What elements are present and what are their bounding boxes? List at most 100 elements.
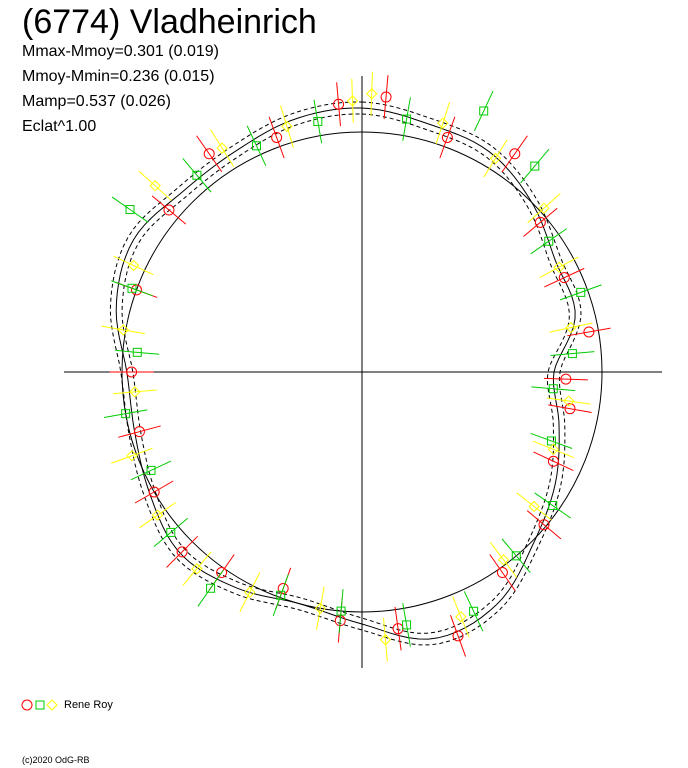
error-bar xyxy=(501,538,531,574)
data-point-diamond xyxy=(553,261,565,273)
data-point-diamond xyxy=(127,259,140,272)
data-point-square xyxy=(127,283,137,293)
data-point-circle xyxy=(130,284,142,296)
error-bar xyxy=(549,322,593,333)
error-bar xyxy=(210,129,235,168)
data-point-circle xyxy=(560,373,572,385)
error-bar xyxy=(336,82,341,127)
error-bar xyxy=(483,139,508,178)
error-bar xyxy=(550,351,595,357)
data-point-diamond xyxy=(547,443,560,456)
data-point-square xyxy=(192,170,202,180)
data-point-diamond xyxy=(455,611,467,623)
data-point-circle xyxy=(163,204,175,216)
error-bar xyxy=(153,517,188,547)
data-point-circle xyxy=(441,131,453,143)
error-bar xyxy=(531,386,576,392)
error-bar xyxy=(316,586,325,631)
error-bar xyxy=(111,196,149,223)
data-point-diamond xyxy=(216,142,228,154)
data-point-circle xyxy=(547,455,559,467)
error-bar xyxy=(439,116,456,159)
data-point-diamond xyxy=(563,395,575,407)
data-point-square xyxy=(544,236,554,246)
error-bar xyxy=(112,389,157,395)
error-bar xyxy=(182,158,212,193)
error-bar xyxy=(370,71,373,116)
error-bar xyxy=(280,105,294,148)
error-bar xyxy=(489,554,516,591)
error-bar xyxy=(239,572,261,613)
error-bar xyxy=(115,349,160,355)
data-point-diamond xyxy=(379,634,392,646)
data-point-square xyxy=(511,551,521,561)
error-bar xyxy=(139,502,176,529)
data-point-circle xyxy=(558,272,570,284)
legend-square-icon xyxy=(35,700,45,710)
error-bar xyxy=(103,409,148,418)
error-bar xyxy=(452,596,470,638)
error-bar xyxy=(548,404,592,413)
data-point-diamond xyxy=(244,586,256,598)
error-bar xyxy=(530,228,568,255)
data-point-diamond xyxy=(314,602,327,615)
error-bar xyxy=(111,447,153,464)
error-bar xyxy=(532,440,574,459)
error-bar xyxy=(134,480,174,504)
data-point-square xyxy=(121,409,131,419)
error-bar xyxy=(151,195,187,225)
error-bar xyxy=(533,451,574,472)
data-point-circle xyxy=(277,583,289,595)
error-bar xyxy=(118,425,161,438)
error-bar xyxy=(501,135,528,173)
error-bar xyxy=(351,78,354,123)
error-bar xyxy=(520,148,550,184)
error-bar xyxy=(530,432,573,449)
error-bar xyxy=(268,116,285,159)
data-point-square xyxy=(402,114,412,124)
data-point-circle xyxy=(538,519,550,531)
data-point-circle xyxy=(133,426,145,438)
data-point-square xyxy=(548,501,558,511)
curve-mean xyxy=(115,107,576,640)
error-bar xyxy=(527,193,561,224)
data-point-circle xyxy=(176,546,188,558)
error-bar xyxy=(435,102,451,145)
data-point-square xyxy=(469,606,479,616)
error-bar xyxy=(383,617,388,662)
data-point-circle xyxy=(216,567,228,579)
data-point-square xyxy=(166,527,176,537)
error-bar xyxy=(516,492,552,521)
copyright-text: (c)2020 OdG-RB xyxy=(22,755,90,765)
data-point-diamond xyxy=(126,450,138,462)
stat-eclat: Eclat^1.00 xyxy=(22,118,97,135)
error-bar xyxy=(394,606,402,651)
data-point-diamond xyxy=(191,563,203,575)
data-point-circle xyxy=(271,131,283,143)
data-point-circle xyxy=(148,486,160,498)
error-bar xyxy=(567,327,611,337)
data-point-square xyxy=(548,384,558,394)
data-point-circle xyxy=(496,567,508,579)
data-point-square xyxy=(546,436,556,446)
data-point-circle xyxy=(564,403,576,415)
data-point-diamond xyxy=(366,88,378,100)
error-bar xyxy=(313,99,323,144)
data-point-square xyxy=(479,106,489,116)
stat-mamp: Mamp=0.537 (0.026) xyxy=(22,93,171,110)
data-point-square xyxy=(125,205,135,215)
error-bar xyxy=(402,97,411,141)
data-point-diamond xyxy=(565,321,577,334)
data-point-square xyxy=(206,583,216,593)
data-point-square xyxy=(402,620,412,630)
error-bar xyxy=(138,170,172,201)
data-point-diamond xyxy=(346,95,359,107)
error-bar xyxy=(559,284,602,301)
data-point-diamond xyxy=(129,386,141,398)
data-point-square xyxy=(530,161,540,171)
error-bar xyxy=(166,535,199,568)
error-bar xyxy=(450,615,467,657)
error-bar xyxy=(272,574,289,617)
data-point-square xyxy=(313,116,323,126)
